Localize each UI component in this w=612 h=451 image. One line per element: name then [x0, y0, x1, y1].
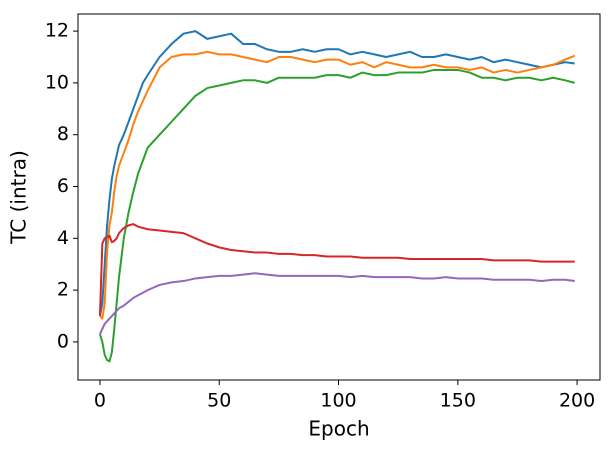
plot-frame — [77, 13, 601, 381]
y-tick-label: 10 — [45, 71, 69, 93]
series-line — [99, 50, 576, 320]
series-line — [98, 68, 575, 363]
y-tick-label: 12 — [45, 20, 69, 42]
x-tick-label: 50 — [207, 390, 231, 412]
series-line — [98, 30, 575, 317]
y-tick-label: 6 — [57, 175, 69, 197]
y-tick-label: 4 — [57, 227, 69, 249]
x-axis-label: Epoch — [308, 417, 369, 441]
series-line — [99, 272, 575, 335]
y-axis-label: TC (intra) — [7, 150, 31, 245]
x-tick-label: 150 — [440, 390, 476, 412]
y-tick-label: 8 — [57, 123, 69, 145]
series-line — [98, 223, 575, 317]
x-tick-label: 200 — [559, 390, 595, 412]
y-tick-label: 2 — [57, 279, 69, 301]
x-tick-label: 100 — [320, 390, 356, 412]
x-tick-label: 0 — [94, 390, 106, 412]
y-tick-label: 0 — [57, 330, 69, 352]
